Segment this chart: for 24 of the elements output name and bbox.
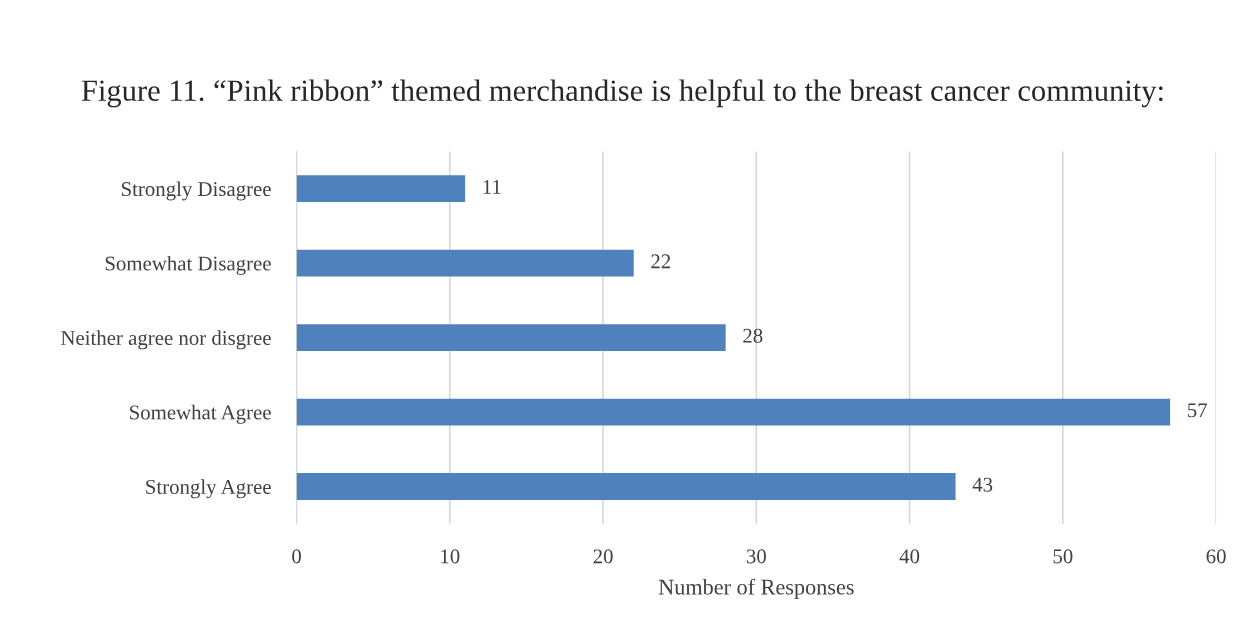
y-tick-label: Neither agree nor disgree <box>61 330 271 350</box>
y-tick-label: Strongly Agree <box>146 479 271 499</box>
data-label: 22 <box>651 254 671 269</box>
data-label: 57 <box>1188 403 1208 418</box>
y-tick-label: Somewhat Disagree <box>105 255 271 275</box>
x-tick-label: 50 <box>1053 549 1073 564</box>
bar <box>296 324 726 351</box>
x-tick-label: 40 <box>899 549 920 564</box>
data-label: 43 <box>972 477 993 492</box>
x-tick-label: 60 <box>1206 549 1226 564</box>
bar <box>296 398 1171 426</box>
bar <box>296 473 956 500</box>
x-tick-label: 30 <box>746 549 766 564</box>
data-label: 11 <box>483 179 501 194</box>
x-tick-label: 10 <box>441 549 460 564</box>
x-tick-label: 20 <box>593 549 613 564</box>
bar <box>296 175 466 203</box>
bar <box>296 249 634 277</box>
data-label: 28 <box>743 328 763 343</box>
y-tick-label: Somewhat Agree <box>130 404 271 424</box>
y-tick-label: Strongly Disagree <box>121 181 271 201</box>
chart-title: Figure 11. “Pink ribbon” themed merchandise is helpful to the breast cancer community: <box>81 79 1163 108</box>
x-axis-title: Number of Responses <box>658 578 854 600</box>
x-tick-label: 0 <box>292 549 301 564</box>
